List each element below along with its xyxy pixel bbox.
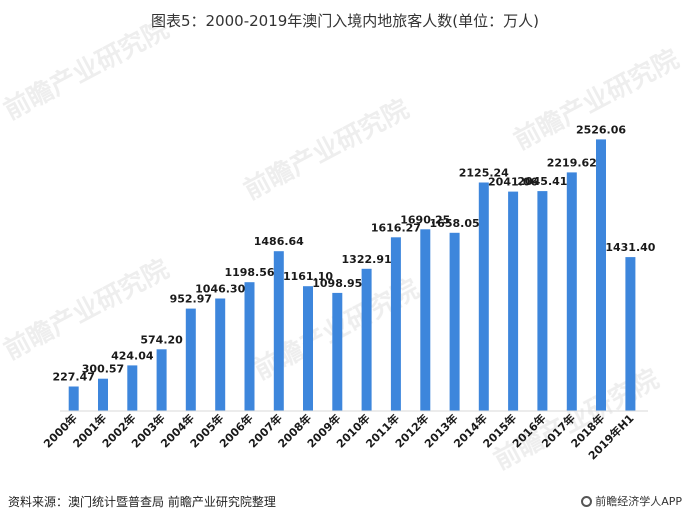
data-label: 1322.91 <box>342 253 392 266</box>
bar <box>303 286 313 411</box>
brand-footer: 前瞻经济学人APP <box>581 493 682 509</box>
bar <box>273 251 284 411</box>
data-label: 1046.30 <box>195 283 245 296</box>
data-label: 1658.05 <box>430 217 480 230</box>
bar <box>98 378 108 411</box>
bar <box>68 386 79 411</box>
bar <box>361 268 372 411</box>
bar <box>566 172 577 411</box>
data-label: 1616.27 <box>371 221 421 234</box>
bar <box>508 191 519 411</box>
bar <box>332 292 343 411</box>
data-label: 2526.06 <box>576 123 626 136</box>
watermark-text: 前瞻产业研究院 <box>509 43 684 156</box>
watermark-text: 前瞻产业研究院 <box>0 13 174 126</box>
bar <box>215 298 226 411</box>
bar <box>185 308 196 411</box>
bar <box>596 139 606 411</box>
data-label: 1486.64 <box>254 235 304 248</box>
bar <box>127 365 138 411</box>
data-label: 1198.56 <box>224 266 274 279</box>
brand-label: 前瞻经济学人APP <box>595 495 682 508</box>
data-label: 1431.40 <box>605 241 655 254</box>
data-label: 424.04 <box>111 349 154 362</box>
data-label: 227.47 <box>52 371 94 384</box>
brand-logo-icon <box>581 495 593 507</box>
data-label: 1161.10 <box>283 270 333 283</box>
data-label: 1098.95 <box>312 277 362 290</box>
data-label: 2125.24 <box>459 167 509 180</box>
bars-group <box>68 139 636 411</box>
watermark-text: 前瞻产业研究院 <box>239 93 414 206</box>
bar <box>420 229 431 411</box>
data-label: 2041.06 <box>488 176 538 189</box>
bar <box>244 282 255 411</box>
source-note: 资料来源：澳门统计暨普查局 前瞻产业研究院整理 <box>8 495 276 509</box>
bar <box>449 232 460 411</box>
bar <box>478 182 489 411</box>
chart-title: 图表5：2000-2019年澳门入境内地旅客人数(单位：万人) <box>150 12 539 30</box>
bar <box>625 257 636 411</box>
data-label: 952.97 <box>170 293 212 306</box>
data-label: 574.20 <box>140 333 183 346</box>
data-label: 2219.62 <box>547 156 597 169</box>
bar <box>156 349 167 411</box>
data-label: 1690.25 <box>400 213 450 226</box>
bar <box>537 191 548 411</box>
data-label: 300.57 <box>82 363 124 376</box>
bar <box>390 237 401 411</box>
data-label: 2045.41 <box>517 175 567 188</box>
